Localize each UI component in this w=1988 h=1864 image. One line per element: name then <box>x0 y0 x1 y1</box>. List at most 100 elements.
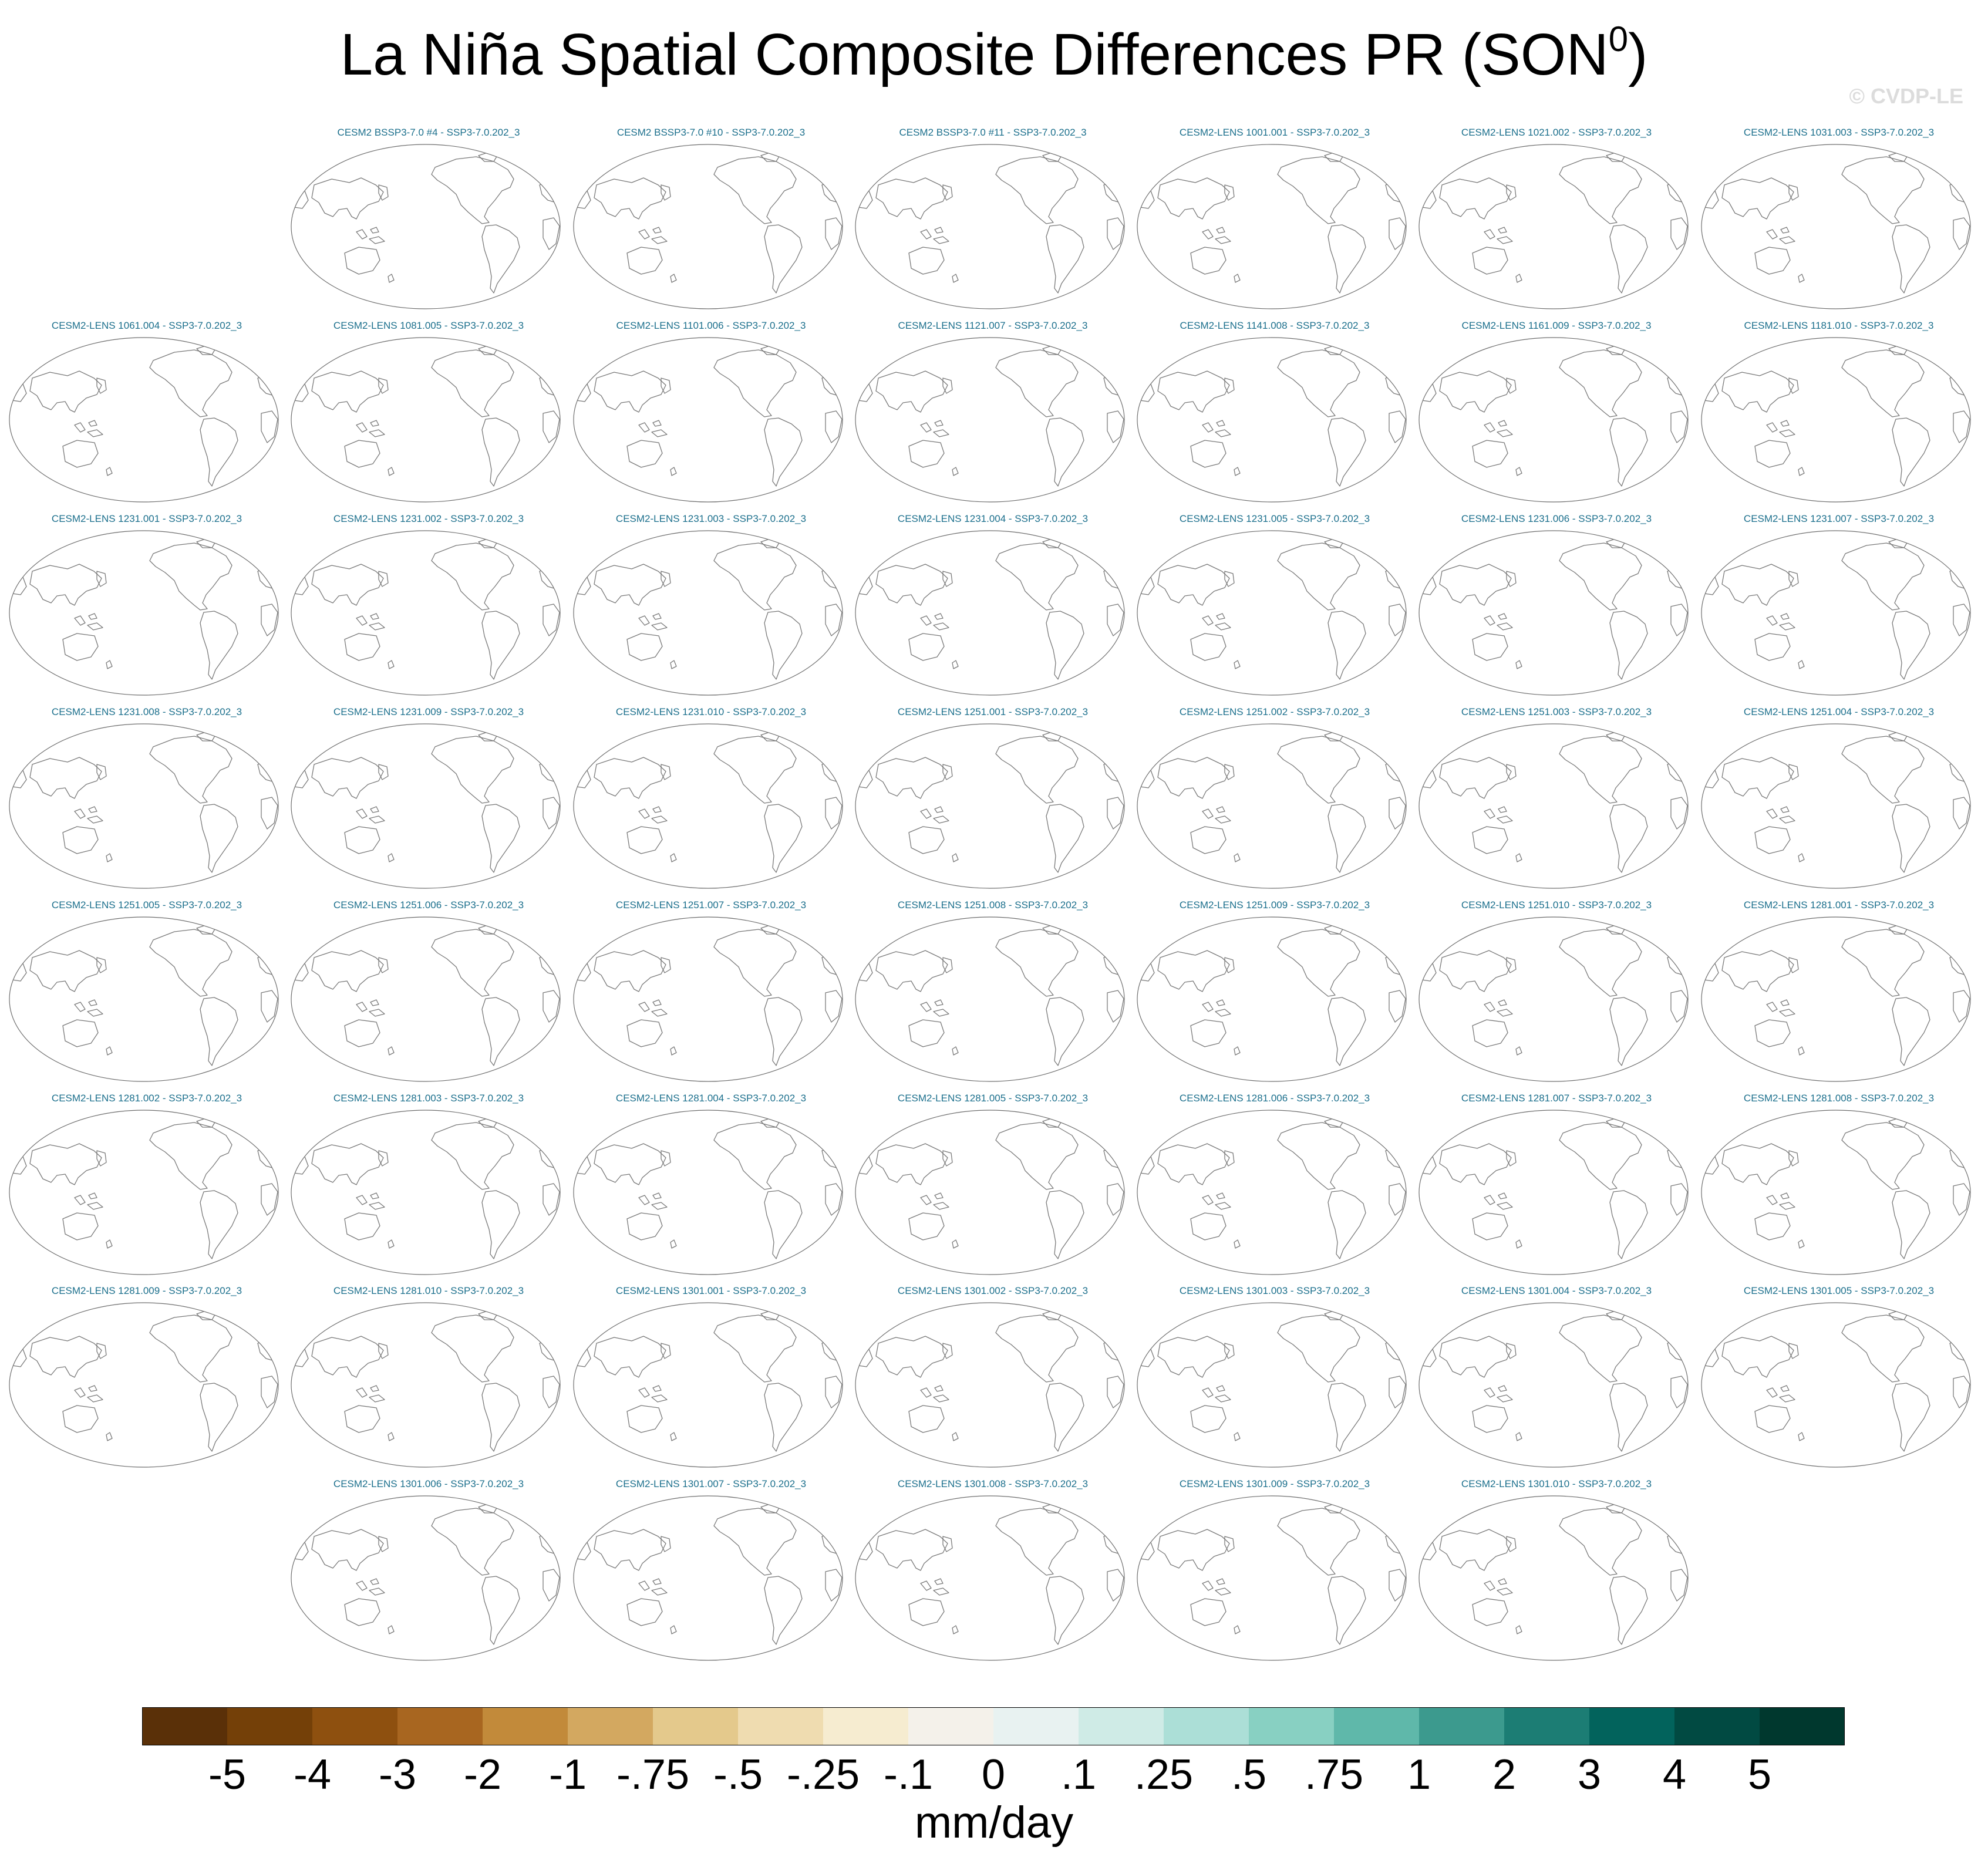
map-boundary <box>1701 1110 1971 1275</box>
coastline-path <box>96 377 107 394</box>
coastline-path <box>942 1150 953 1167</box>
coastline-path <box>670 1625 677 1634</box>
coastline-path <box>875 950 948 992</box>
map-panel: CESM2-LENS 1231.003 - SSP3-7.0.202_3 <box>570 513 852 706</box>
coastline-path <box>995 156 1079 224</box>
map-panel-globe <box>291 916 561 1082</box>
coastline-path <box>942 1343 953 1359</box>
coastline-path <box>1559 736 1642 804</box>
map-panel-globe <box>9 1110 279 1275</box>
coastline-path <box>344 1212 380 1241</box>
coastline-path <box>1157 564 1230 606</box>
map-boundary <box>1418 1495 1689 1661</box>
coastline-path <box>1953 217 1970 250</box>
coastlines <box>291 345 560 487</box>
coastline-path <box>594 757 666 799</box>
coastline-path <box>995 1122 1079 1190</box>
coastline-path <box>106 853 113 862</box>
coastline-path <box>344 1598 380 1626</box>
coastline-path <box>942 184 953 201</box>
coastline-path <box>1953 1183 1970 1216</box>
coastline-path <box>995 349 1079 417</box>
colorbar-swatch <box>1079 1707 1164 1745</box>
coastline-path <box>920 1385 949 1403</box>
coastline-path <box>920 420 949 437</box>
map-panel-title: CESM2-LENS 1231.009 - SSP3-7.0.202_3 <box>333 706 524 717</box>
coastline-path <box>1190 1598 1227 1626</box>
map-panel-title: CESM2-LENS 1301.001 - SSP3-7.0.202_3 <box>615 1285 807 1296</box>
coastline-path <box>431 1122 514 1190</box>
coastline-path <box>149 1122 233 1190</box>
coastline-path <box>713 542 797 611</box>
coastline-path <box>1277 1314 1360 1383</box>
coastline-path <box>952 1239 959 1249</box>
map-panel-globe <box>9 530 279 696</box>
coastlines <box>1419 731 1688 873</box>
coastline-path <box>825 217 843 250</box>
coastline-path <box>713 1508 797 1576</box>
map-boundary <box>1701 916 1971 1082</box>
coastline-path <box>356 1385 385 1403</box>
coastline-path <box>1670 1183 1688 1216</box>
map-panel-globe <box>855 1110 1125 1275</box>
coastline-path <box>431 736 514 804</box>
coastline-path <box>1754 633 1791 661</box>
coastline-path <box>952 660 959 669</box>
coastline-path <box>356 1192 385 1210</box>
coastline-path <box>1202 613 1231 631</box>
map-panel-globe <box>291 723 561 889</box>
coastline-path <box>311 757 384 799</box>
colorbar-tick-label: 4 <box>1662 1751 1687 1798</box>
coastline-path <box>875 1529 948 1571</box>
coastline-path <box>594 1529 666 1571</box>
coastline-path <box>1798 660 1805 669</box>
coastline-path <box>1107 1183 1124 1216</box>
coastline-path <box>388 1625 395 1634</box>
coastline-path <box>1484 1192 1513 1210</box>
map-boundary <box>855 916 1125 1082</box>
map-panel: CESM2-LENS 1281.005 - SSP3-7.0.202_3 <box>852 1092 1134 1286</box>
coastline-path <box>1609 1383 1648 1452</box>
map-boundary <box>855 723 1125 889</box>
map-panel: CESM2-LENS 1301.001 - SSP3-7.0.202_3 <box>570 1285 852 1478</box>
coastline-path <box>1277 1508 1360 1576</box>
coastline-path <box>62 1212 99 1241</box>
map-panel: CESM2-LENS 1231.007 - SSP3-7.0.202_3 <box>1698 513 1980 706</box>
coastline-path <box>1046 1383 1084 1452</box>
coastline-path <box>74 613 103 631</box>
coastline-path <box>1841 542 1925 611</box>
coastline-path <box>942 764 953 780</box>
coastline-path <box>670 1046 677 1056</box>
coastlines <box>574 538 843 680</box>
coastline-path <box>908 440 945 468</box>
coastline-path <box>74 420 103 437</box>
colorbar-tick-label: 5 <box>1747 1751 1772 1798</box>
coastline-path <box>952 853 959 862</box>
map-panel-globe <box>9 337 279 503</box>
coastlines <box>9 538 278 680</box>
coastline-path <box>920 999 949 1017</box>
map-panel-title: CESM2-LENS 1281.009 - SSP3-7.0.202_3 <box>51 1285 242 1296</box>
coastline-path <box>261 604 278 636</box>
coastline-path <box>344 826 380 854</box>
coastline-path <box>920 613 949 631</box>
coastline-path <box>764 1383 803 1452</box>
coastline-path <box>1788 1343 1799 1359</box>
coastline-path <box>1107 410 1124 443</box>
map-panel-title: CESM2-LENS 1231.006 - SSP3-7.0.202_3 <box>1461 513 1652 524</box>
colorbar-swatch <box>1249 1707 1335 1745</box>
map-panel-title: CESM2-LENS 1121.007 - SSP3-7.0.202_3 <box>898 320 1088 331</box>
colorbar-tick-label: .5 <box>1231 1751 1267 1798</box>
map-boundary <box>855 144 1125 309</box>
coastline-path <box>481 1576 520 1645</box>
map-panel-globe <box>573 337 843 503</box>
coastline-path <box>1472 1212 1508 1241</box>
colorbar-tick-label: .25 <box>1134 1751 1194 1798</box>
coastline-path <box>1515 1239 1522 1249</box>
coastlines <box>574 1117 843 1259</box>
coastline-path <box>431 1508 514 1576</box>
map-panel-title: CESM2 BSSP3-7.0 #10 - SSP3-7.0.202_3 <box>616 127 806 138</box>
colorbar-swatch <box>227 1707 313 1745</box>
coastlines <box>1701 345 1970 487</box>
coastline-path <box>1472 826 1508 854</box>
